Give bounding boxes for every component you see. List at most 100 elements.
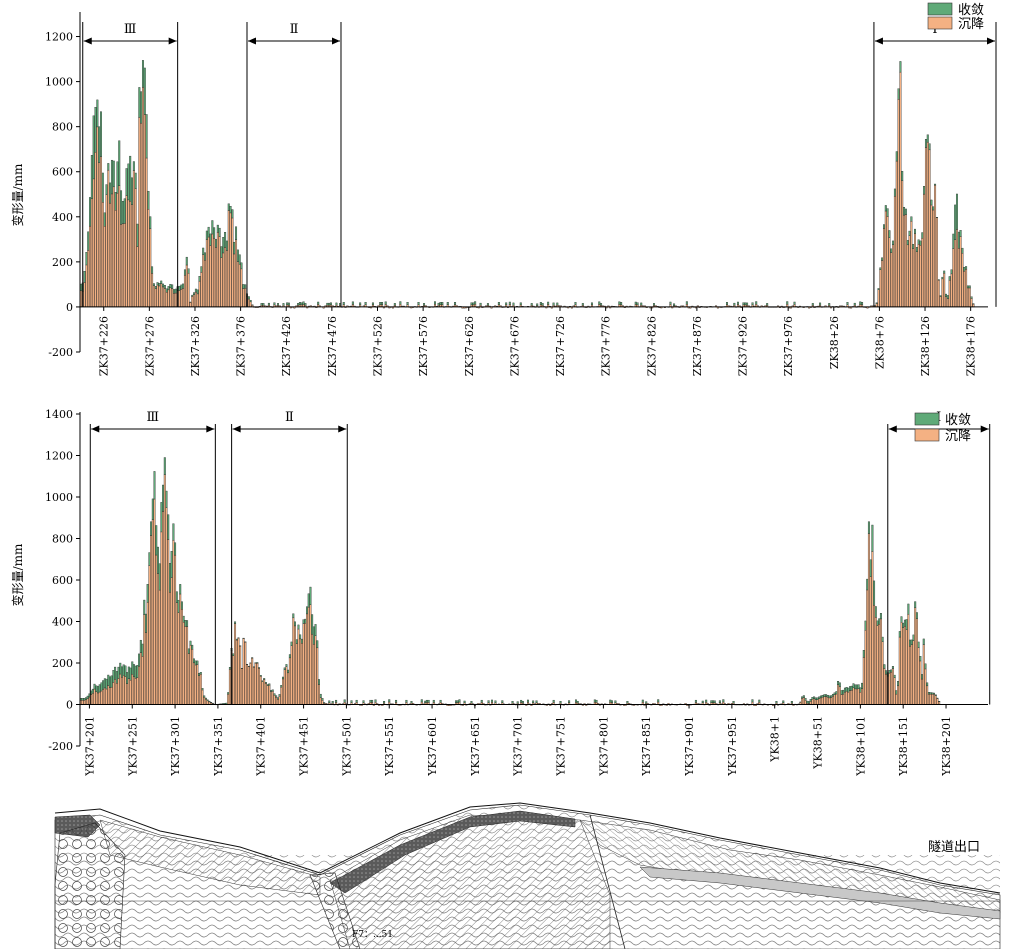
settlement-bar [154, 288, 157, 308]
settlement-bar [878, 624, 881, 705]
convergence-bar [369, 699, 372, 703]
convergence-bar [395, 699, 398, 703]
settlement-bar [117, 678, 120, 705]
settlement-bar [89, 225, 92, 308]
convergence-bar [847, 687, 850, 693]
convergence-bar [881, 636, 884, 642]
convergence-bar [179, 584, 182, 595]
convergence-bar [95, 685, 98, 692]
settlement-bar [158, 285, 161, 308]
convergence-bar [673, 303, 676, 306]
settlement-bar [177, 612, 180, 705]
section-fault-zone [309, 872, 361, 949]
settlement-bar [854, 688, 857, 705]
y-tick-label: 800 [52, 533, 73, 546]
settlement-bar [937, 280, 940, 308]
convergence-bar [861, 682, 864, 689]
convergence-bar [105, 184, 108, 195]
convergence-bar [138, 653, 141, 667]
bottom-chart-legend: 收敛 沉降 [914, 412, 971, 444]
convergence-bar [890, 669, 893, 673]
x-tick-label: ZK37+826 [645, 316, 658, 376]
convergence-bar [321, 698, 324, 701]
convergence-bar [235, 638, 238, 641]
settlement-bar [185, 264, 188, 308]
convergence-bar [275, 695, 278, 698]
convergence-bar [494, 700, 497, 704]
settlement-bar [131, 673, 134, 705]
convergence-bar [758, 699, 761, 703]
settlement-bar [228, 668, 231, 705]
convergence-bar [470, 701, 473, 704]
convergence-bar [928, 143, 931, 151]
convergence-bar [917, 239, 920, 245]
y-tick-label: 1200 [45, 31, 73, 44]
convergence-bar [905, 619, 908, 631]
convergence-bar [264, 682, 267, 684]
convergence-bar [149, 216, 152, 229]
settlement-bar [924, 147, 927, 308]
convergence-bar [258, 667, 261, 669]
convergence-bar [207, 226, 210, 238]
top-chart-legend: 收敛 沉降 [927, 2, 984, 32]
convergence-bar [240, 668, 243, 669]
settlement-bar [191, 649, 194, 705]
convergence-bar [955, 193, 958, 230]
convergence-bar [286, 302, 289, 306]
convergence-bar [239, 645, 242, 647]
convergence-bar [81, 698, 84, 701]
settlement-bar [234, 623, 237, 705]
x-tick-label: ZK37+426 [280, 316, 293, 376]
convergence-bar [244, 284, 247, 289]
convergence-bar [891, 666, 894, 669]
zone-arrow-right [980, 425, 989, 433]
convergence-bar [156, 546, 159, 574]
convergence-bar [173, 289, 175, 294]
convergence-bar [129, 155, 132, 202]
settlement-bar [254, 663, 257, 705]
settlement-bar [126, 683, 129, 705]
convergence-bar [912, 244, 915, 249]
settlement-bar [112, 682, 115, 705]
convergence-bar [782, 700, 785, 704]
convergence-bar [244, 641, 247, 643]
convergence-bar [640, 302, 643, 306]
convergence-bar [302, 301, 305, 305]
fault-label: F7：...51 [352, 930, 393, 940]
convergence-bar [182, 283, 185, 289]
convergence-bar [406, 302, 409, 305]
convergence-bar [85, 697, 87, 701]
convergence-bar [259, 675, 262, 677]
settlement-bar [312, 644, 315, 705]
settlement-bar [855, 688, 858, 705]
settlement-bar [893, 196, 896, 308]
bottom-chart: -200 0 200 400 600 800 1000 1200 1400 YK37+201 YK3… [10, 408, 991, 777]
convergence-bar [100, 111, 102, 157]
convergence-bar [292, 613, 295, 619]
convergence-bar [874, 606, 877, 618]
convergence-bar [307, 593, 310, 608]
convergence-bar [236, 249, 239, 262]
settlement-bar [804, 700, 807, 705]
convergence-bar [225, 240, 228, 251]
settlement-bar [282, 678, 284, 705]
settlement-bar [91, 693, 94, 705]
legend-label-settlement: 沉降 [958, 17, 984, 32]
bottom-chart-bars [79, 457, 941, 706]
convergence-bar [831, 693, 834, 697]
settlement-bar [162, 286, 165, 308]
convergence-bar [143, 599, 146, 615]
settlement-bar [201, 689, 204, 705]
convergence-bar [574, 302, 577, 305]
convergence-bar [446, 302, 449, 305]
settlement-bar [174, 554, 177, 705]
convergence-bar [733, 302, 736, 306]
convergence-bar [187, 268, 190, 274]
convergence-bar [859, 301, 862, 305]
convergence-bar [119, 662, 122, 675]
x-tick-label: YK37+701 [512, 716, 525, 777]
convergence-bar [118, 140, 121, 186]
x-tick-label: YK37+751 [555, 716, 568, 777]
settlement-bar [107, 169, 110, 308]
settlement-bar [162, 511, 165, 705]
